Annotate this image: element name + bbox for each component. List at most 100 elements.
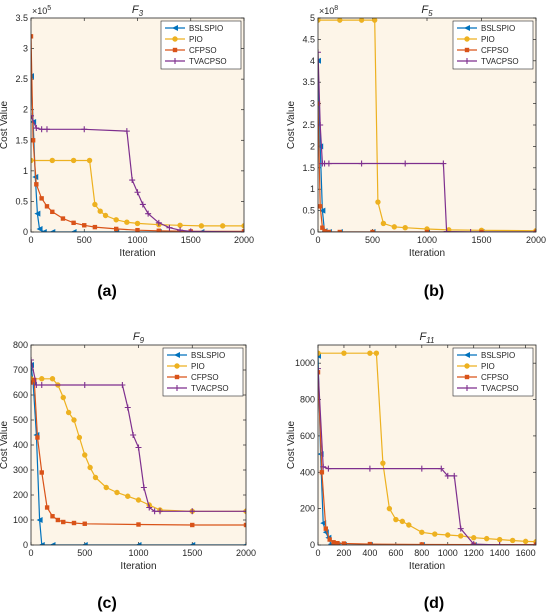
data-point-pio	[198, 223, 205, 229]
data-point-pio	[60, 394, 66, 401]
data-point-pio	[49, 376, 56, 382]
data-point-cfpso	[241, 229, 244, 232]
y-tick-label: 0	[310, 227, 315, 237]
data-point-tvacpso	[38, 382, 45, 388]
y-axis-label: Cost Value	[286, 100, 297, 149]
data-point-tvacpso	[440, 160, 447, 167]
x-tick-label: 1000	[438, 548, 458, 558]
data-point-tvacpso	[243, 508, 246, 515]
series-line-bslspio	[318, 60, 536, 232]
chart-3: 0 500 1000 1500 2000 0 100 200 300 400 500 600 700 80…	[0, 331, 256, 572]
x-tick-label: 1600	[516, 548, 536, 558]
data-point-bslspio	[81, 542, 88, 545]
data-point-cfpso	[533, 542, 536, 545]
data-point-tvacpso	[177, 227, 184, 232]
x-tick-label: 1000	[127, 235, 147, 245]
data-point-pio	[402, 225, 408, 231]
data-point-cfpso	[318, 204, 323, 209]
legend-label: TVACPSO	[191, 384, 229, 393]
data-point-bslspio	[49, 542, 56, 545]
data-point-tvacpso	[130, 432, 137, 438]
legend-marker	[174, 363, 180, 369]
data-point-pio	[371, 18, 378, 23]
data-point-cfpso	[92, 224, 98, 230]
x-tick-label: 1200	[464, 548, 484, 558]
data-point-cfpso	[533, 229, 536, 232]
legend-marker	[464, 47, 470, 53]
legend-marker	[464, 363, 470, 369]
data-point-pio	[102, 212, 109, 219]
data-point-tvacpso	[119, 382, 126, 388]
data-point-pio	[380, 220, 387, 227]
data-point-pio	[71, 417, 77, 423]
data-point-tvacpso	[43, 126, 50, 133]
data-point-pio	[373, 350, 380, 356]
y-tick-label: 4	[310, 56, 315, 66]
data-point-tvacpso	[145, 210, 152, 217]
data-point-tvacpso	[470, 541, 477, 545]
x-tick-label: 1000	[417, 235, 437, 245]
y-tick-label: 400	[13, 440, 28, 450]
y-tick-label: 1.5	[15, 135, 28, 145]
legend-label: PIO	[481, 35, 495, 44]
y-tick-label: 1	[310, 184, 315, 194]
data-point-tvacpso	[444, 472, 451, 479]
data-point-bslspio	[38, 542, 45, 545]
data-point-pio	[86, 157, 93, 164]
legend-label: BSLSPIO	[189, 24, 223, 33]
data-point-pio	[358, 18, 365, 23]
data-point-cfpso	[32, 377, 37, 383]
data-point-pio	[124, 219, 130, 225]
y-tick-label: 0.5	[15, 196, 28, 206]
axes-box	[30, 17, 245, 233]
data-point-pio	[432, 531, 438, 537]
data-point-pio	[318, 18, 321, 23]
data-point-bslspio	[70, 229, 77, 232]
x-tick-label: 1500	[181, 235, 201, 245]
data-point-tvacpso	[318, 49, 321, 56]
data-point-cfpso	[320, 225, 325, 230]
data-point-cfpso	[136, 522, 141, 527]
data-point-pio	[496, 536, 503, 543]
x-tick-label: 1400	[490, 548, 510, 558]
y-tick-label: 0	[23, 540, 28, 550]
y-tick-label: 3	[23, 44, 28, 54]
legend-label: BSLSPIO	[481, 24, 515, 33]
legend-label: PIO	[481, 362, 495, 371]
data-point-cfpso	[243, 522, 246, 528]
y-exponent-label: ×105	[32, 5, 51, 16]
chart-1: 0 500 1000 1500 2000 0 0.5 1 1.5 2 2.5 3 3.5 ×105 F3 It…	[0, 4, 254, 259]
data-point-cfpso	[156, 228, 161, 232]
data-point-pio	[380, 460, 386, 466]
data-point-tvacpso	[438, 465, 445, 472]
chart-title: F11	[419, 331, 434, 345]
data-point-tvacpso	[151, 508, 158, 515]
data-point-cfpso	[35, 435, 40, 440]
x-tick-label: 800	[414, 548, 429, 558]
data-point-tvacpso	[157, 508, 163, 515]
axes-box	[317, 17, 537, 233]
y-tick-label: 0.5	[302, 206, 315, 216]
data-point-cfpso	[31, 380, 34, 385]
data-point-cfpso	[337, 229, 342, 232]
data-point-cfpso	[44, 505, 50, 510]
y-tick-label: 100	[13, 515, 28, 525]
data-point-cfpso	[31, 34, 34, 39]
series-group	[31, 34, 244, 232]
data-point-tvacpso	[134, 189, 141, 196]
y-tick-label: 0	[23, 227, 28, 237]
data-point-tvacpso	[187, 228, 194, 232]
legend-label: CFPSO	[191, 373, 219, 382]
data-point-bslspio	[319, 207, 326, 214]
x-tick-label: 500	[77, 235, 92, 245]
data-point-cfpso	[60, 216, 66, 221]
data-point-pio	[471, 535, 477, 541]
data-point-pio	[522, 538, 529, 545]
data-point-pio	[399, 518, 406, 525]
data-point-pio	[134, 220, 141, 227]
data-point-tvacpso	[318, 365, 321, 372]
data-point-cfpso	[82, 521, 87, 526]
data-point-pio	[318, 350, 321, 356]
y-tick-label: 200	[13, 490, 28, 500]
data-point-pio	[509, 537, 516, 544]
